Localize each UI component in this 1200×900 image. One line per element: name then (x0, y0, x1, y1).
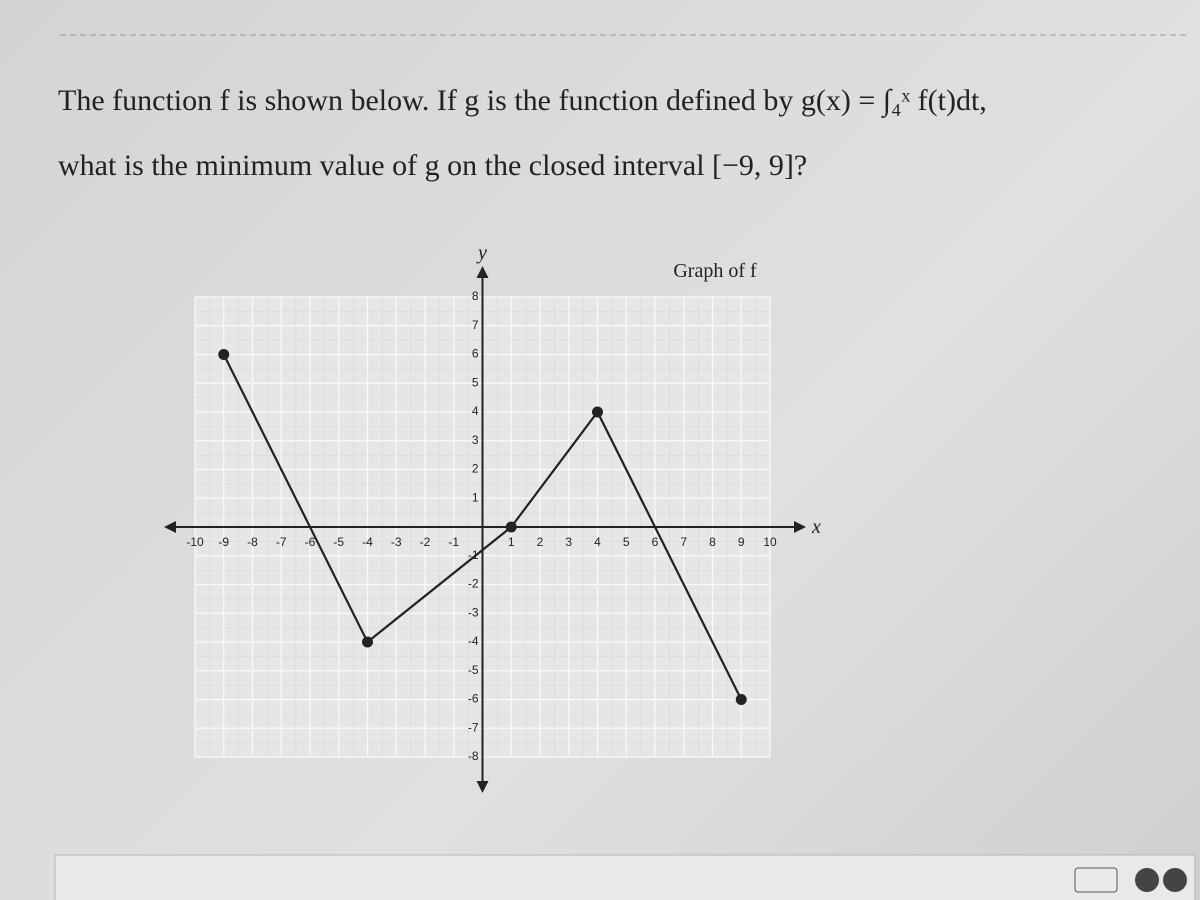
x-tick-label: -9 (218, 535, 229, 549)
y-tick-label: -8 (468, 749, 479, 763)
x-tick-label: 8 (709, 535, 716, 549)
x-tick-label: 3 (565, 535, 572, 549)
y-tick-label: 4 (472, 404, 479, 418)
y-tick-label: -3 (468, 605, 479, 619)
x-tick-label: 2 (537, 535, 544, 549)
y-tick-label: -7 (468, 720, 479, 734)
chart-title: Graph of f (673, 260, 757, 282)
y-tick-label: 3 (472, 433, 479, 447)
x-tick-label: -2 (420, 535, 431, 549)
y-tick-label: -5 (468, 663, 479, 677)
x-tick-label: 1 (508, 535, 515, 549)
y-tick-label: -2 (468, 577, 479, 591)
y-axis-label: y (476, 242, 487, 264)
x-tick-label: -3 (391, 535, 402, 549)
remove-button[interactable] (1163, 868, 1187, 892)
x-tick-label: -4 (362, 535, 373, 549)
y-tick-label: 7 (472, 318, 479, 332)
x-tick-label: 10 (763, 535, 777, 549)
y-tick-label: -1 (468, 548, 479, 562)
x-tick-label: -5 (333, 535, 344, 549)
x-tick-label: 7 (680, 535, 687, 549)
x-tick-label: 6 (652, 535, 659, 549)
question-line-2: what is the minimum value of g on the cl… (58, 149, 807, 182)
y-tick-label: -4 (468, 634, 479, 648)
point (218, 349, 230, 360)
point (505, 521, 517, 533)
point (362, 636, 373, 648)
x-axis-label: x (811, 516, 821, 538)
chart: -10 -9 -8 -7 -6 -5 -4 -3 -2 -1 1 2 3 4 5 6 7 8 9 10 -8 -7 -6 -5… (164, 242, 821, 793)
point (735, 694, 747, 705)
y-tick-label: 8 (472, 289, 479, 303)
answer-box[interactable] (54, 854, 1196, 900)
y-tick-label: 1 (472, 490, 479, 504)
x-tick-label: 5 (623, 535, 630, 549)
add-button[interactable] (1135, 868, 1159, 892)
x-tick-label: -7 (276, 535, 287, 549)
y-tick-label: 6 (472, 347, 479, 361)
y-tick-label: -6 (468, 692, 479, 706)
x-tick-label: -1 (448, 535, 459, 549)
keyboard-icon[interactable] (1074, 867, 1118, 893)
x-tick-label: -8 (247, 535, 258, 549)
point (592, 406, 603, 418)
x-tick-label: -10 (186, 535, 204, 549)
question-line-1: The function f is shown below. If g is t… (58, 84, 987, 119)
y-tick-label: 2 (472, 462, 479, 476)
x-tick-label: 9 (738, 535, 745, 549)
y-tick-label: 5 (472, 375, 479, 389)
x-tick-label: 4 (594, 535, 601, 549)
x-tick-label: -6 (305, 535, 316, 549)
